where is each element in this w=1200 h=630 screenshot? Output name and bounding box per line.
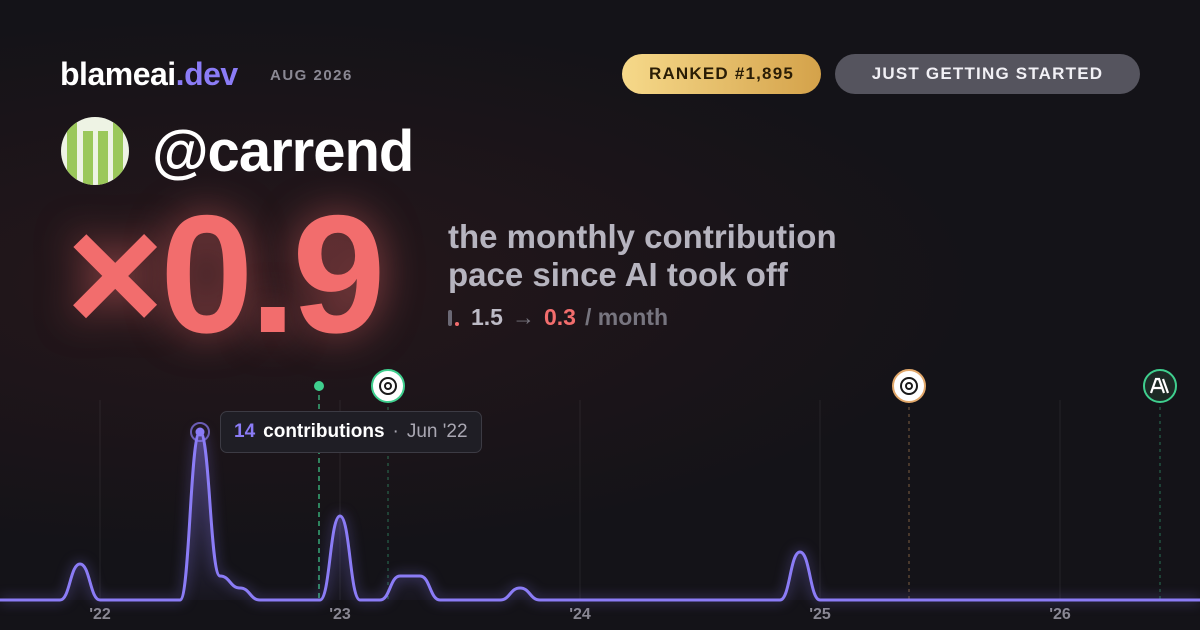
events <box>314 369 1177 600</box>
description-line: the monthly contribution <box>448 218 837 255</box>
rate-icon <box>448 309 459 326</box>
level-badge: JUST GETTING STARTED <box>835 54 1140 94</box>
tooltip-separator: · <box>392 421 399 442</box>
chart: '22 '23 '24 '25 '26 <box>0 369 1200 623</box>
rate-unit: / month <box>584 304 669 330</box>
tooltip-date: Jun '22 <box>406 421 468 442</box>
rank-badge: RANKED #1,895 <box>622 54 821 94</box>
area <box>0 432 1200 600</box>
avatar-image <box>61 117 129 185</box>
highlight-dot <box>195 427 205 437</box>
multiplier: ×0.9 <box>66 180 386 368</box>
handle: @carrend <box>152 119 414 184</box>
rate-before: 1.5 <box>471 304 503 330</box>
series <box>0 422 1200 602</box>
x-tick-label: '25 <box>809 606 831 623</box>
tooltip-label: contributions <box>263 421 385 442</box>
x-tick-label: '23 <box>329 606 351 623</box>
brand-name: blameai <box>60 56 176 92</box>
rate-arrow: → <box>511 304 535 330</box>
line <box>0 430 1200 602</box>
highlight-ring <box>190 422 210 442</box>
tooltip-value: 14 <box>234 421 256 442</box>
rate-after: 0.3 <box>543 304 576 330</box>
tooltip: 14 contributions · Jun '22 <box>220 411 482 453</box>
period: AUG 2026 <box>270 67 353 84</box>
brand-domain: .dev <box>175 56 239 92</box>
avatar <box>61 117 129 185</box>
x-tick-label: '26 <box>1049 606 1071 623</box>
x-tick-label: '24 <box>569 606 591 623</box>
brand: blameai.dev <box>60 56 238 93</box>
x-tick-label: '22 <box>89 606 111 623</box>
rate: 1.5 → 0.3 / month <box>448 304 668 331</box>
description-line: pace since AI took off <box>448 256 788 293</box>
description: the monthly contribution pace since AI to… <box>448 218 837 294</box>
